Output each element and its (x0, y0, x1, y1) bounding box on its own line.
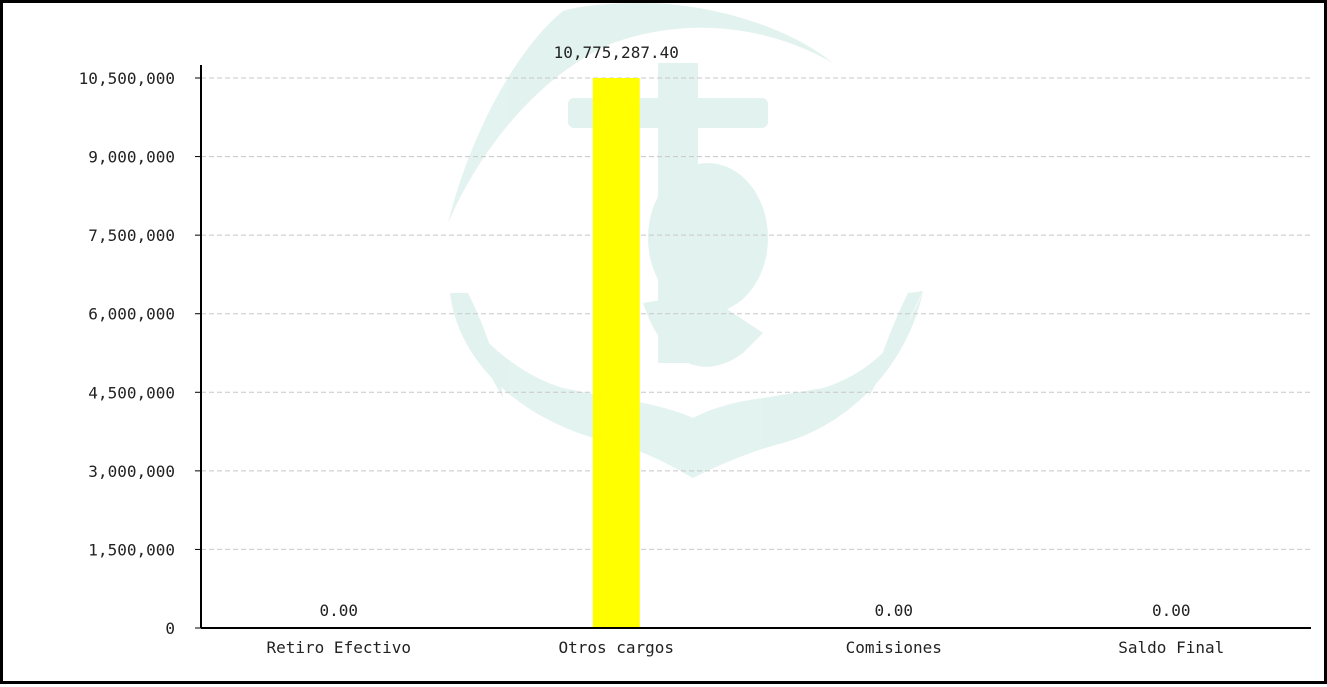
gridlines (201, 77, 1311, 550)
bar-otros-cargos (592, 78, 640, 628)
bar-chart: 0 1,500,000 3,000,000 4,500,000 6,000,000 7,5… (79, 3, 1311, 657)
y-tick-label: 6,000,000 (88, 305, 175, 324)
y-tick-label: 10,500,000 (79, 69, 175, 88)
bars (592, 78, 640, 628)
data-label: 10,775,287.40 (554, 43, 679, 62)
y-tick-label: 3,000,000 (88, 462, 175, 481)
labels: 0 1,500,000 3,000,000 4,500,000 6,000,000 7,5… (79, 43, 1225, 657)
y-tick-label: 4,500,000 (88, 383, 175, 402)
y-tick-label: 1,500,000 (88, 540, 175, 559)
axes (195, 65, 1311, 629)
data-label: 0.00 (319, 601, 358, 620)
y-tick-label: 7,500,000 (88, 226, 175, 245)
y-tick-label: 0 (165, 619, 175, 638)
x-category-label: Otros cargos (558, 638, 674, 657)
x-category-label: Saldo Final (1118, 638, 1224, 657)
data-label: 0.00 (874, 601, 913, 620)
anchor-watermark (448, 3, 923, 478)
x-category-label: Comisiones (846, 638, 942, 657)
y-tick-label: 9,000,000 (88, 148, 175, 167)
x-category-label: Retiro Efectivo (267, 638, 412, 657)
data-label: 0.00 (1152, 601, 1191, 620)
